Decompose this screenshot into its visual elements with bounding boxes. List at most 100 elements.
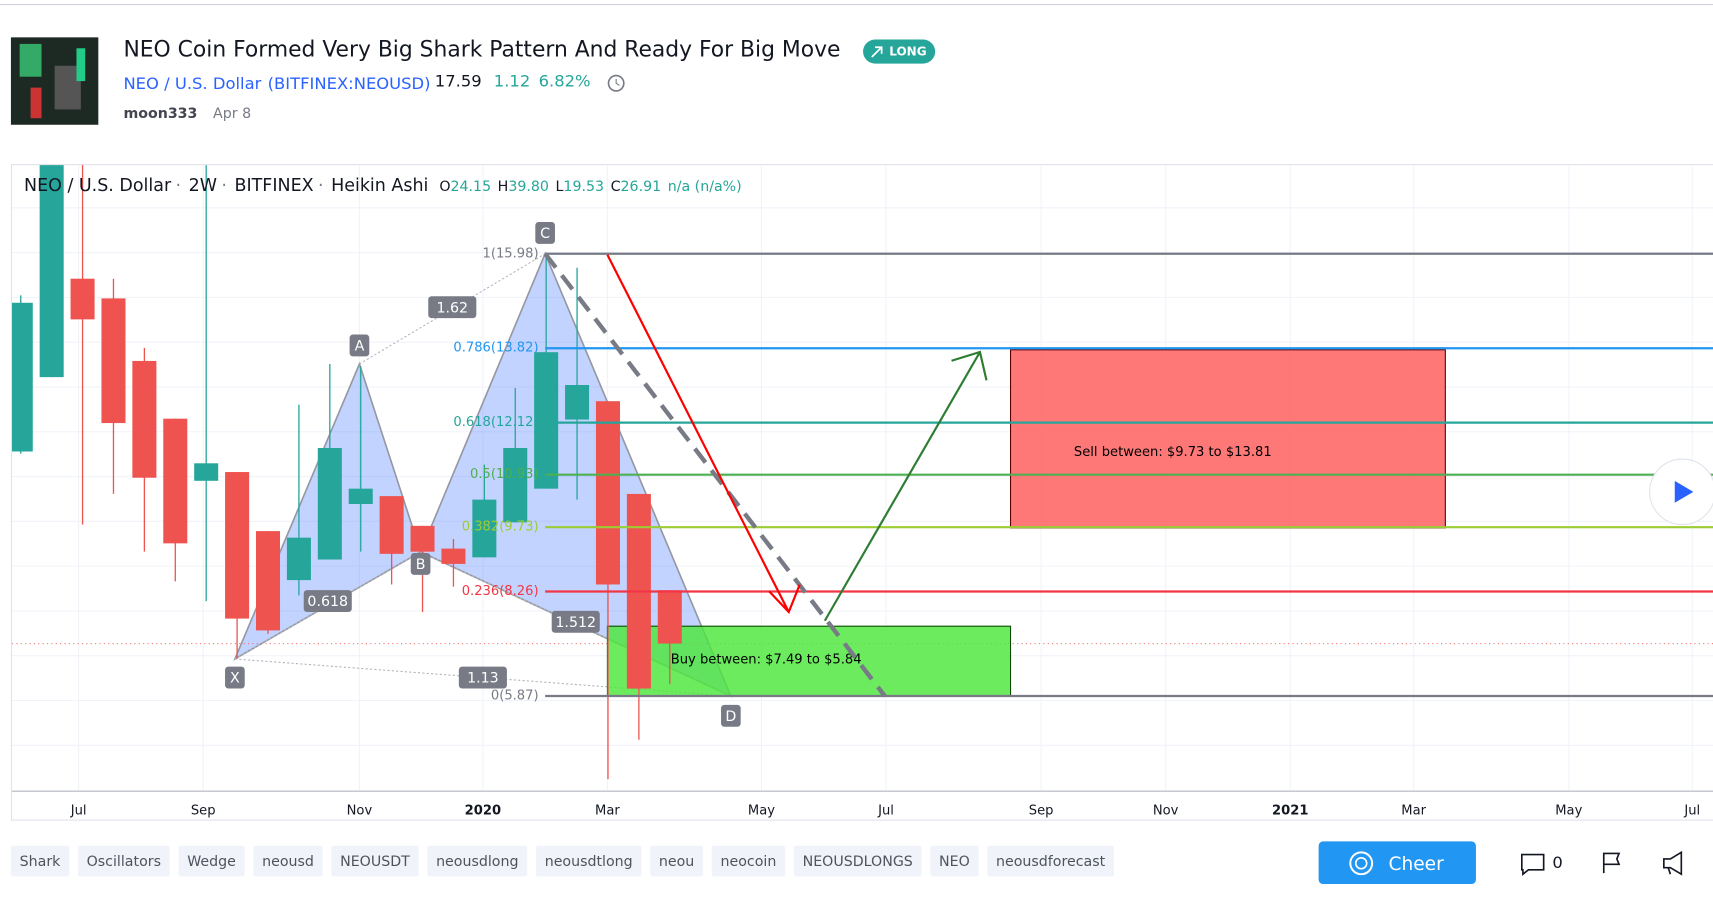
candle-body [657, 590, 682, 644]
x-tick-label: Jul [1683, 803, 1700, 818]
up-arrow [823, 350, 988, 622]
candle-body [410, 525, 435, 552]
tag-label: Wedge [187, 854, 236, 870]
x-tick-label: Jul [877, 803, 894, 818]
projection-dashed [543, 252, 887, 698]
pattern-point-label: B [416, 557, 426, 573]
x-tick-label: Nov [1153, 803, 1179, 818]
pattern-point-label: C [540, 226, 550, 242]
share-icon[interactable] [1663, 850, 1683, 876]
candle-body [163, 418, 188, 544]
tag[interactable] [253, 845, 323, 877]
change-percent: 6.82% [539, 72, 591, 91]
tag-label: neousd [262, 854, 314, 870]
tag[interactable] [178, 845, 245, 877]
pattern-point-box [349, 334, 370, 357]
fib-label: 0.618(12.12) [453, 415, 538, 430]
tag[interactable] [331, 845, 419, 877]
ratio-box [428, 296, 477, 319]
pattern-point-box [410, 553, 431, 575]
chart-legend: NEO / U.S. Dollar · 2W · BITFINEX · Heikin Ash… [24, 176, 742, 196]
ratio-label: 1.512 [555, 615, 596, 631]
play-button[interactable] [1649, 458, 1713, 526]
tag-label: neousdlong [436, 854, 518, 870]
comments-button[interactable]: 0 [1520, 853, 1563, 876]
legend-separator: · [221, 176, 227, 196]
x-tick-label: Jul [70, 803, 87, 818]
buy-zone-label: Buy between: $7.49 to $5.84 [671, 653, 862, 668]
candle-body [286, 537, 311, 581]
cheer-button[interactable]: Cheer [1318, 841, 1476, 885]
tag[interactable] [987, 845, 1114, 877]
fib-label: 0(5.87) [491, 689, 539, 704]
idea-title: NEO Coin Formed Very Big Shark Pattern A… [123, 37, 840, 62]
candle-body [255, 531, 281, 631]
tag-label: neousdtlong [545, 854, 633, 870]
tag[interactable] [711, 845, 786, 877]
fib-label: 0.5(10.93) [470, 467, 539, 482]
legend-ohlc-key: L [556, 179, 564, 195]
tag-label: Shark [20, 854, 62, 870]
cheer-label: Cheer [1389, 854, 1445, 875]
legend-style: Heikin Ashi [331, 176, 428, 196]
candle-body [70, 278, 95, 320]
author[interactable]: moon333 [123, 106, 197, 122]
legend-ohlc-value: 19.53 [563, 179, 604, 195]
x-axis-labels: Jul Sep Nov 2020 Mar May Jul Sep Nov 2021 Mar May Ju… [70, 803, 1700, 818]
tag[interactable] [535, 845, 642, 877]
candle-body [12, 302, 33, 452]
legend-change: n/a (n/a%) [668, 179, 742, 195]
tag-label: neocoin [721, 854, 777, 870]
publish-date: Apr 8 [213, 106, 251, 122]
legend-ohlc-key: H [498, 179, 509, 195]
candle-body [379, 496, 404, 554]
legend-ohlc-value: 26.91 [621, 179, 662, 195]
candle-body [101, 298, 126, 424]
candle-body [534, 352, 559, 489]
tag[interactable] [930, 845, 979, 877]
candle-body [565, 384, 590, 420]
x-tick-label: May [748, 803, 775, 818]
ratio-box [303, 590, 352, 613]
comment-count: 0 [1552, 853, 1562, 872]
fib-label: 1(15.98) [483, 246, 539, 261]
plot-area: 1(15.98) 0.786(13.82) 0.618(12.12) 0.5(10.9… [12, 165, 1713, 780]
tag[interactable] [10, 845, 70, 877]
tag-label: NEOUSDLONGS [803, 854, 913, 870]
candle-body [39, 165, 64, 378]
candle-body [225, 472, 250, 619]
exchange-link[interactable]: (BITFINEX:NEOUSD) [268, 74, 431, 93]
x-tick-label: Mar [1401, 803, 1426, 818]
ratio-box [458, 666, 507, 689]
fib-label: 0.236(8.26) [462, 584, 539, 599]
tag[interactable] [793, 845, 922, 877]
tag[interactable] [427, 845, 528, 877]
symbol-link[interactable]: NEO / U.S. Dollar [123, 74, 261, 93]
tag-label: neou [659, 854, 694, 870]
legend-separator: · [318, 176, 324, 196]
pattern-point-label: A [355, 339, 365, 355]
tag-label: NEO [939, 854, 970, 870]
legend-interval: 2W [189, 176, 217, 196]
candle-body [472, 499, 497, 558]
candle-body [595, 401, 620, 585]
flag-icon[interactable] [1602, 852, 1621, 874]
candle-body [441, 548, 466, 564]
candle-body [503, 447, 528, 523]
pattern-point-box [225, 666, 245, 689]
legend-ohlc-key: O [439, 179, 450, 195]
tag-label: neousdforecast [996, 854, 1106, 870]
long-badge: LONG [863, 39, 936, 64]
chart-frame [10, 164, 1713, 821]
pattern-point-box [535, 221, 555, 244]
candle-body [317, 447, 342, 560]
tag[interactable] [77, 845, 170, 877]
legend-ohlc-value: 24.15 [450, 179, 491, 195]
pattern-dotted [359, 253, 546, 365]
alert-icon[interactable] [607, 74, 625, 92]
tag[interactable] [650, 845, 704, 877]
x-tick-label: 2021 [1272, 803, 1308, 818]
tag-label: NEOUSDT [340, 854, 410, 870]
